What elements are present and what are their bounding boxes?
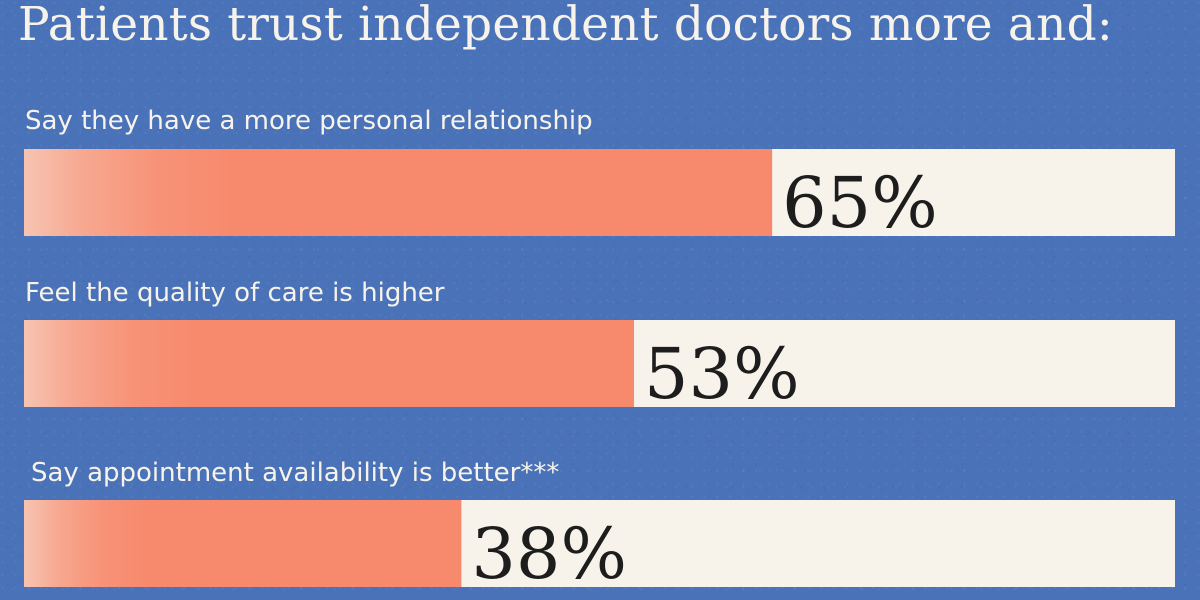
category-label: Feel the quality of care is higher xyxy=(25,278,445,308)
bar-texture-overlay xyxy=(24,500,462,587)
chart-title: Patients trust independent doctors more … xyxy=(18,0,1113,52)
bar-texture-overlay xyxy=(24,320,635,407)
category-label: Say they have a more personal relationsh… xyxy=(25,106,593,136)
value-label: 65% xyxy=(782,162,938,244)
value-label: 38% xyxy=(471,513,627,595)
bar-texture-overlay xyxy=(24,149,773,236)
value-label: 53% xyxy=(644,333,800,415)
bar-row: Feel the quality of care is higher 53% xyxy=(24,278,1175,415)
category-label: Say appointment availability is better**… xyxy=(31,458,559,488)
bar-row: Say they have a more personal relationsh… xyxy=(24,106,1175,244)
bar-row: Say appointment availability is better**… xyxy=(24,458,1175,595)
